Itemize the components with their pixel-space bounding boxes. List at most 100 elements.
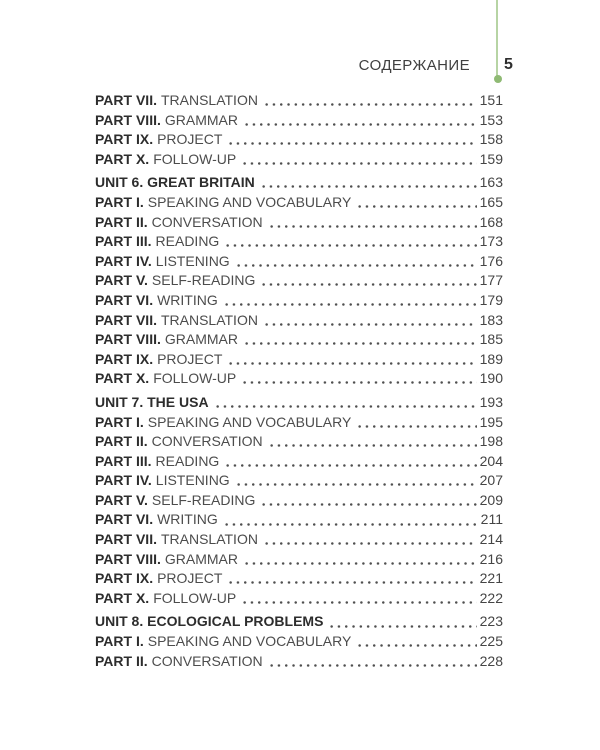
dot-leader bbox=[234, 471, 477, 491]
entry-label: UNIT 6. GREAT BRITAIN bbox=[95, 174, 255, 191]
entry-page-number: 228 bbox=[479, 652, 503, 669]
dot-leader bbox=[241, 369, 477, 389]
entry-title: PROJECT bbox=[157, 350, 223, 367]
dot-leader bbox=[356, 632, 477, 652]
entry-title: GRAMMAR bbox=[164, 550, 238, 567]
dot-leader bbox=[227, 349, 477, 370]
dot-leader bbox=[260, 490, 477, 511]
dot-leader bbox=[242, 549, 477, 570]
dot-leader bbox=[356, 192, 477, 213]
toc-entry-row: PART IV. LISTENING 207 bbox=[95, 471, 503, 491]
toc-entry-row: PART IV. LISTENING 176 bbox=[95, 251, 503, 272]
entry-label: UNIT 7. THE USA bbox=[95, 393, 209, 410]
entry-title: FOLLOW-UP bbox=[153, 370, 237, 387]
entry-title: CONVERSATION bbox=[151, 433, 263, 450]
dot-leader bbox=[241, 149, 477, 170]
entry-page-number: 189 bbox=[479, 350, 503, 367]
entry-page-number: 176 bbox=[479, 252, 503, 269]
entry-page-number: 198 bbox=[479, 433, 503, 450]
dot-leader bbox=[262, 530, 477, 550]
entry-title: SELF-READING bbox=[151, 272, 256, 289]
entry-label: PART VI. bbox=[95, 291, 154, 308]
toc-entry-row: PART V. SELF-READING 209 bbox=[95, 490, 503, 511]
dot-leader bbox=[241, 588, 477, 609]
entry-title: FOLLOW-UP bbox=[153, 150, 237, 167]
toc-entry-row: PART VIII. GRAMMAR 153 bbox=[95, 110, 503, 131]
entry-title: TRANSLATION bbox=[160, 311, 258, 328]
toc-entry-row: PART VIII. GRAMMAR 185 bbox=[95, 330, 503, 350]
toc-block: UNIT 8. ECOLOGICAL PROBLEMS 223 PART I. SPE… bbox=[95, 612, 503, 672]
entry-title: WRITING bbox=[157, 511, 218, 528]
toc-entry-row: PART VII. TRANSLATION 183 bbox=[95, 310, 503, 331]
toc-entry-row: PART VI. WRITING 179 bbox=[95, 290, 503, 311]
toc: PART VII. TRANSLATION 151 PART VIII. GRAMMAR… bbox=[95, 91, 503, 672]
dot-leader bbox=[242, 110, 477, 131]
entry-title: WRITING bbox=[157, 291, 218, 308]
dot-leader bbox=[227, 130, 477, 150]
entry-label: PART V. bbox=[95, 491, 148, 508]
entry-page-number: 153 bbox=[479, 111, 503, 128]
entry-title: TRANSLATION bbox=[160, 531, 258, 548]
page-title: СОДЕРЖАНИЕ bbox=[358, 57, 470, 74]
toc-entry-row: PART X. FOLLOW-UP 190 bbox=[95, 369, 503, 389]
entry-page-number: 211 bbox=[480, 511, 503, 528]
dot-leader bbox=[259, 173, 477, 193]
entry-label: PART I. bbox=[95, 413, 144, 430]
dot-leader bbox=[262, 91, 477, 111]
entry-title: PROJECT bbox=[157, 131, 223, 148]
entry-title: READING bbox=[155, 452, 220, 469]
entry-page-number: 158 bbox=[479, 131, 503, 148]
entry-title: PROJECT bbox=[157, 570, 223, 587]
entry-label: UNIT 8. ECOLOGICAL PROBLEMS bbox=[95, 613, 324, 630]
toc-entry-row: PART VI. WRITING 211 bbox=[95, 510, 503, 531]
toc-entry-row: PART II. CONVERSATION 198 bbox=[95, 432, 503, 452]
dot-leader bbox=[356, 412, 477, 433]
dot-leader bbox=[267, 651, 477, 672]
entry-page-number: 223 bbox=[479, 613, 503, 630]
entry-page-number: 185 bbox=[479, 331, 503, 348]
entry-page-number: 159 bbox=[479, 150, 503, 167]
entry-label: PART VII. bbox=[95, 311, 157, 328]
entry-title: SPEAKING AND VOCABULARY bbox=[147, 633, 352, 650]
toc-entry-row: PART VIII. GRAMMAR 216 bbox=[95, 549, 503, 570]
toc-entry-row: PART II. CONVERSATION 168 bbox=[95, 212, 503, 233]
entry-label: PART VII. bbox=[95, 531, 157, 548]
entry-page-number: 179 bbox=[479, 291, 503, 308]
entry-title: READING bbox=[155, 233, 220, 250]
dot-leader bbox=[213, 392, 477, 413]
entry-label: PART X. bbox=[95, 370, 150, 387]
entry-label: PART VIII. bbox=[95, 331, 161, 348]
entry-page-number: 222 bbox=[479, 589, 503, 606]
page-number: 5 bbox=[504, 56, 513, 73]
entry-label: PART IV. bbox=[95, 252, 152, 269]
entry-label: PART II. bbox=[95, 652, 148, 669]
entry-page-number: 225 bbox=[479, 633, 503, 650]
dot-leader bbox=[260, 271, 477, 291]
toc-block: UNIT 6. GREAT BRITAIN 163 PART I. SPEAKING … bbox=[95, 173, 503, 389]
toc-entry-row: PART II. CONVERSATION 228 bbox=[95, 651, 503, 672]
toc-entry-row: PART VII. TRANSLATION 151 bbox=[95, 91, 503, 111]
toc-unit-row: UNIT 8. ECOLOGICAL PROBLEMS 223 bbox=[95, 612, 503, 633]
toc-unit-row: UNIT 6. GREAT BRITAIN 163 bbox=[95, 173, 503, 193]
entry-title: SPEAKING AND VOCABULARY bbox=[147, 413, 352, 430]
entry-page-number: 209 bbox=[479, 491, 503, 508]
entry-title: LISTENING bbox=[155, 252, 230, 269]
toc-entry-row: PART I. SPEAKING AND VOCABULARY 225 bbox=[95, 632, 503, 652]
entry-label: PART VI. bbox=[95, 511, 154, 528]
dot-leader bbox=[224, 232, 477, 252]
entry-page-number: 163 bbox=[479, 174, 503, 191]
entry-label: PART IX. bbox=[95, 350, 154, 367]
toc-unit-row: UNIT 7. THE USA 193 bbox=[95, 392, 503, 413]
entry-page-number: 221 bbox=[479, 570, 503, 587]
toc-entry-row: PART III. READING 173 bbox=[95, 232, 503, 252]
dot-leader bbox=[222, 510, 478, 531]
entry-label: PART X. bbox=[95, 589, 150, 606]
entry-label: PART III. bbox=[95, 233, 152, 250]
entry-label: PART II. bbox=[95, 433, 148, 450]
entry-label: PART VIII. bbox=[95, 550, 161, 567]
entry-title: CONVERSATION bbox=[151, 213, 263, 230]
dot-leader bbox=[224, 451, 477, 472]
dot-leader bbox=[267, 212, 477, 233]
entry-page-number: 151 bbox=[479, 92, 503, 108]
dot-leader bbox=[242, 330, 477, 350]
